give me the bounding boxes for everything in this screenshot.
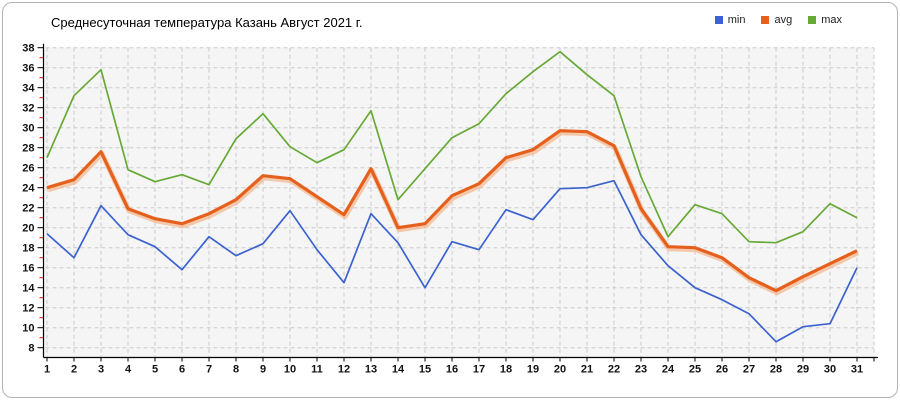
x-tick-label-26: 26 [716,364,728,376]
x-tick-label-30: 30 [824,364,836,376]
x-tick-label-27: 27 [743,364,755,376]
y-tick-label-24: 24 [22,183,35,195]
x-tick-label-17: 17 [473,364,485,376]
x-tick-label-2: 2 [71,364,77,376]
legend-item-max: max [808,14,842,26]
x-tick-label-12: 12 [338,364,350,376]
x-tick-label-31: 31 [851,364,863,376]
x-tick-label-28: 28 [770,364,782,376]
x-tick-label-21: 21 [581,364,593,376]
x-tick-label-8: 8 [233,364,239,376]
chart-title: Среднесуточная температура Казань Август… [51,15,363,30]
y-tick-label-34: 34 [22,83,35,95]
legend: min avg max [714,14,842,26]
x-tick-label-13: 13 [365,364,377,376]
x-tick-label-4: 4 [125,364,132,376]
y-tick-label-36: 36 [22,63,34,75]
y-tick-label-28: 28 [22,143,34,155]
x-tick-label-20: 20 [554,364,566,376]
x-tick-label-14: 14 [392,364,405,376]
x-tick-label-15: 15 [419,364,431,376]
y-tick-label-22: 22 [22,203,34,215]
legend-item-min: min [714,14,746,26]
x-tick-label-16: 16 [446,364,458,376]
x-tick-label-1: 1 [44,364,50,376]
x-tick-label-11: 11 [311,364,323,376]
x-tick-label-23: 23 [635,364,647,376]
y-tick-label-32: 32 [22,103,34,115]
series-line-avg [46,129,858,293]
x-tick-label-24: 24 [662,364,675,376]
y-tick-label-12: 12 [22,303,34,315]
legend-swatch-avg [761,16,770,24]
y-tick-label-38: 38 [22,43,34,55]
legend-label-avg: avg [774,14,793,26]
x-tick-label-9: 9 [260,364,266,376]
legend-item-avg: avg [761,14,792,26]
x-tick-label-5: 5 [152,364,158,376]
x-tick-label-18: 18 [500,364,512,376]
y-tick-label-18: 18 [22,243,34,255]
y-tick-label-16: 16 [22,263,34,275]
legend-swatch-max [808,16,817,24]
x-tick-label-6: 6 [179,364,185,376]
y-tick-label-10: 10 [22,323,34,335]
y-tick-label-14: 14 [22,283,35,295]
x-tick-label-7: 7 [206,364,212,376]
legend-label-max: max [821,14,842,26]
x-tick-label-22: 22 [608,364,620,376]
x-tick-label-10: 10 [284,364,296,376]
y-tick-label-26: 26 [22,163,34,175]
y-tick-label-20: 20 [22,223,34,235]
series-line-max [46,50,858,244]
x-tick-label-3: 3 [98,364,104,376]
legend-label-min: min [727,14,746,26]
x-tick-label-19: 19 [527,364,539,376]
x-tick-label-29: 29 [797,364,809,376]
y-tick-label-8: 8 [28,343,34,355]
legend-swatch-min [714,16,723,24]
series-line-min [46,179,858,343]
x-tick-label-25: 25 [689,364,701,376]
y-tick-label-30: 30 [22,123,34,135]
